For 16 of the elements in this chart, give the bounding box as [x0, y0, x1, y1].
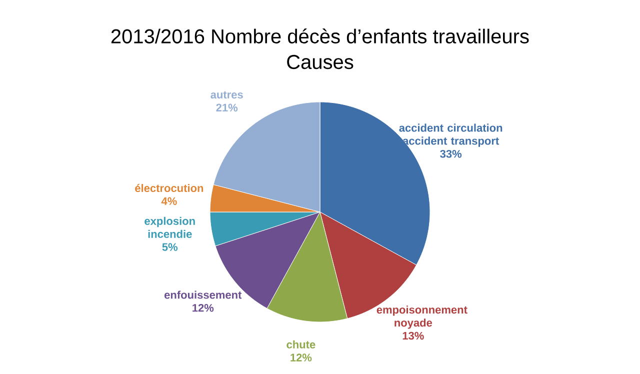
data-label: 5%: [162, 243, 178, 251]
slice-label: explosion incendie: [144, 216, 195, 238]
chart-title: 2013/2016 Nombre décès d’enfants travailleurs: [111, 28, 529, 44]
data-label: 21%: [216, 104, 238, 112]
data-label: 4%: [161, 197, 177, 206]
data-label: 12%: [290, 354, 312, 362]
slice-label: accident circulation accident transport: [399, 124, 502, 147]
slice-label: électrocution: [135, 184, 204, 192]
slice-label: autres: [210, 91, 243, 99]
data-label: 12%: [192, 304, 214, 312]
chart-subtitle: Causes: [287, 54, 354, 70]
data-label: 13%: [402, 332, 424, 340]
data-label: 33%: [440, 150, 462, 158]
slice-label: enfouissement: [164, 290, 242, 299]
slice-label: empoisonnement noyade: [376, 306, 468, 329]
slice-label: chute: [286, 340, 316, 348]
